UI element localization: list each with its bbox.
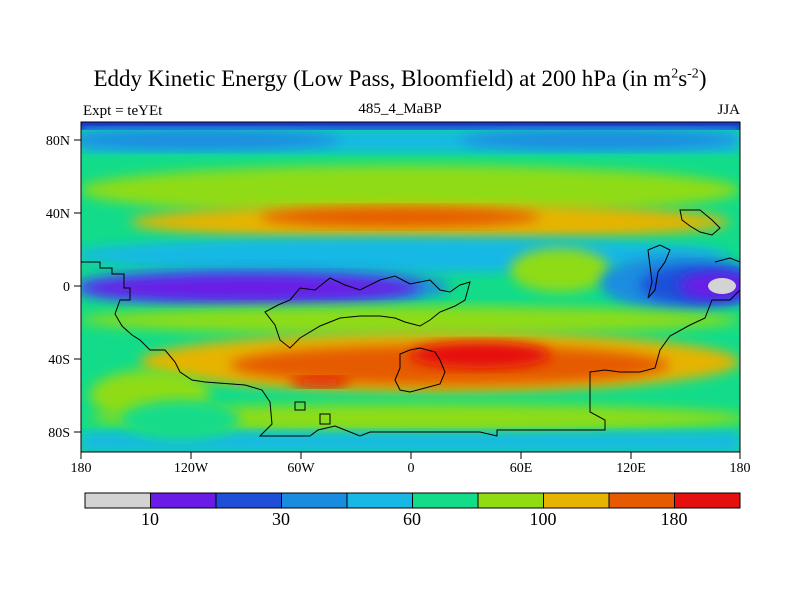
- colorbar-swatch: [477, 492, 544, 509]
- colorbar-label-180: 180: [661, 509, 688, 529]
- colorbar-labels: 10 30 60 100 180: [141, 509, 688, 529]
- colorbar-swatch: [215, 492, 282, 509]
- lat-label-40n: 40N: [46, 207, 70, 222]
- lon-label-0: 0: [408, 461, 415, 476]
- colorbar-swatch: [346, 492, 413, 509]
- lon-label-180w: 180: [71, 461, 92, 476]
- lon-label-120w: 120W: [174, 461, 209, 476]
- colorbar-swatch: [84, 492, 151, 509]
- colorbar-swatch: [674, 492, 741, 509]
- lat-label-80n: 80N: [46, 134, 70, 149]
- axis-ticks: [74, 139, 741, 459]
- colorbar-swatch: [412, 492, 479, 509]
- experiment-label: Expt = teYEt: [83, 103, 163, 119]
- colorbar-label-30: 30: [272, 509, 290, 529]
- colorbar-swatch: [543, 492, 610, 509]
- colorbar-swatch: [281, 492, 348, 509]
- colorbar-swatch: [608, 492, 675, 509]
- lon-label-60e: 60E: [510, 461, 533, 476]
- map-title: Eddy Kinetic Energy (Low Pass, Bloomfiel…: [93, 66, 707, 91]
- lat-tick-labels: 80N 40N 0 40S 80S: [46, 134, 70, 441]
- lon-tick-labels: 180 120W 60W 0 60E 120E 180: [71, 461, 751, 476]
- colorbar-swatch: [150, 492, 217, 509]
- run-id-label: 485_4_MaBP: [358, 101, 442, 117]
- season-label: JJA: [717, 102, 740, 118]
- lon-label-60w: 60W: [287, 461, 315, 476]
- lat-label-80s: 80S: [48, 426, 70, 441]
- lat-label-40s: 40S: [48, 353, 70, 368]
- colorbar-label-10: 10: [141, 509, 159, 529]
- lon-label-180e: 180: [730, 461, 751, 476]
- eke-field: [81, 122, 740, 452]
- colorbar: [84, 492, 741, 509]
- lon-label-120e: 120E: [616, 461, 646, 476]
- coastline: [81, 209, 740, 437]
- colorbar-label-100: 100: [530, 509, 557, 529]
- lat-label-0: 0: [63, 280, 70, 295]
- colorbar-label-60: 60: [403, 509, 421, 529]
